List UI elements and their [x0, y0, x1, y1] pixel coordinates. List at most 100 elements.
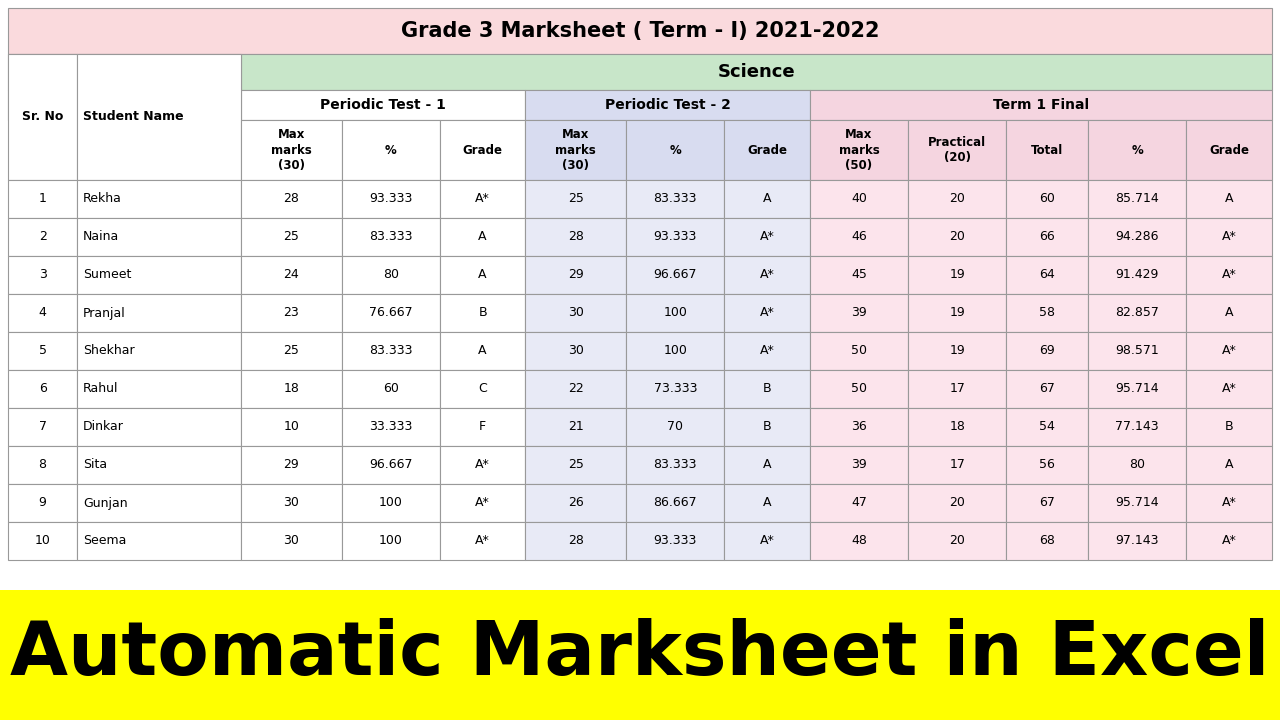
Text: A*: A*: [1222, 534, 1236, 547]
Bar: [342, 370, 440, 408]
Text: 20: 20: [950, 534, 965, 547]
Bar: [8, 484, 77, 522]
Bar: [908, 332, 1006, 370]
Bar: [1187, 180, 1272, 218]
Text: Grade: Grade: [1210, 143, 1249, 156]
Text: 9: 9: [38, 497, 46, 510]
Bar: [241, 180, 342, 218]
Text: Grade: Grade: [748, 143, 787, 156]
Text: 48: 48: [851, 534, 867, 547]
Bar: [1006, 256, 1088, 294]
Text: 20: 20: [950, 497, 965, 510]
Text: Sr. No: Sr. No: [22, 110, 63, 124]
Text: Rekha: Rekha: [83, 192, 122, 205]
Text: 93.333: 93.333: [654, 230, 696, 243]
Bar: [1187, 294, 1272, 332]
Text: 50: 50: [851, 382, 867, 395]
Text: 20: 20: [950, 192, 965, 205]
Bar: [1187, 484, 1272, 522]
Bar: [1088, 294, 1187, 332]
Text: 25: 25: [283, 230, 300, 243]
Bar: [810, 370, 908, 408]
Text: Grade 3 Marksheet ( Term - I) 2021-2022: Grade 3 Marksheet ( Term - I) 2021-2022: [401, 21, 879, 41]
Text: A*: A*: [760, 230, 774, 243]
Text: A: A: [1225, 307, 1234, 320]
Text: 45: 45: [851, 269, 867, 282]
Text: 66: 66: [1039, 230, 1055, 243]
Bar: [724, 120, 810, 180]
Bar: [241, 484, 342, 522]
Bar: [342, 408, 440, 446]
Text: 6: 6: [38, 382, 46, 395]
Text: 4: 4: [38, 307, 46, 320]
Text: 58: 58: [1039, 307, 1055, 320]
Bar: [8, 218, 77, 256]
Bar: [77, 256, 241, 294]
Bar: [525, 90, 810, 120]
Bar: [525, 446, 626, 484]
Text: 76.667: 76.667: [369, 307, 412, 320]
Text: 22: 22: [568, 382, 584, 395]
Bar: [810, 332, 908, 370]
Bar: [810, 408, 908, 446]
Text: Science: Science: [718, 63, 795, 81]
Text: 67: 67: [1039, 497, 1055, 510]
Text: A*: A*: [760, 344, 774, 358]
Text: Dinkar: Dinkar: [83, 420, 124, 433]
Text: 86.667: 86.667: [653, 497, 698, 510]
Text: 93.333: 93.333: [654, 534, 696, 547]
Text: 67: 67: [1039, 382, 1055, 395]
Bar: [77, 180, 241, 218]
Bar: [1187, 120, 1272, 180]
Bar: [8, 8, 1272, 54]
Text: A: A: [1225, 192, 1234, 205]
Text: 2: 2: [38, 230, 46, 243]
Text: Gunjan: Gunjan: [83, 497, 128, 510]
Text: 73.333: 73.333: [654, 382, 698, 395]
Bar: [440, 370, 525, 408]
Text: 23: 23: [283, 307, 300, 320]
Bar: [626, 446, 724, 484]
Bar: [810, 484, 908, 522]
Bar: [241, 332, 342, 370]
Bar: [342, 446, 440, 484]
Text: 91.429: 91.429: [1116, 269, 1158, 282]
Text: 83.333: 83.333: [369, 230, 412, 243]
Bar: [8, 294, 77, 332]
Bar: [241, 370, 342, 408]
Bar: [908, 370, 1006, 408]
Bar: [8, 90, 241, 120]
Bar: [1006, 120, 1088, 180]
Text: 29: 29: [568, 269, 584, 282]
Text: 1: 1: [38, 192, 46, 205]
Text: 96.667: 96.667: [369, 459, 412, 472]
Text: A: A: [763, 192, 772, 205]
Bar: [77, 54, 241, 180]
Text: A*: A*: [760, 269, 774, 282]
Text: 20: 20: [950, 230, 965, 243]
Text: 29: 29: [283, 459, 300, 472]
Bar: [241, 218, 342, 256]
Text: Max
marks
(30): Max marks (30): [556, 128, 596, 171]
Text: A*: A*: [1222, 382, 1236, 395]
Bar: [626, 180, 724, 218]
Bar: [810, 120, 908, 180]
Bar: [525, 484, 626, 522]
Text: 95.714: 95.714: [1115, 382, 1160, 395]
Bar: [724, 218, 810, 256]
Bar: [77, 370, 241, 408]
Text: Student Name: Student Name: [83, 110, 184, 124]
Bar: [77, 332, 241, 370]
Text: Total: Total: [1032, 143, 1064, 156]
Bar: [342, 120, 440, 180]
Bar: [626, 332, 724, 370]
Text: 10: 10: [35, 534, 50, 547]
Text: 30: 30: [283, 534, 300, 547]
Bar: [908, 294, 1006, 332]
Text: 39: 39: [851, 459, 867, 472]
Text: 95.714: 95.714: [1115, 497, 1160, 510]
Text: 50: 50: [851, 344, 867, 358]
Text: 83.333: 83.333: [369, 344, 412, 358]
Text: Term 1 Final: Term 1 Final: [993, 98, 1089, 112]
Bar: [626, 370, 724, 408]
